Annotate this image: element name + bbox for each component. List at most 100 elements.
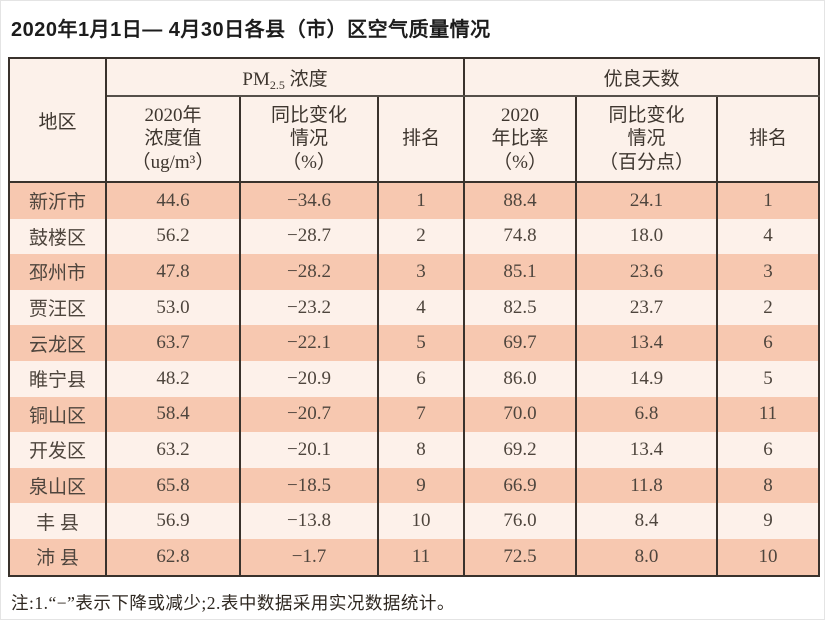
value-cell: 8 <box>377 432 465 468</box>
value-cell: 3 <box>715 254 821 290</box>
value-cell: 7 <box>377 396 465 433</box>
value-cell: −28.2 <box>239 254 379 290</box>
table-row: 云龙区 63.7 −22.1 5 69.7 13.4 6 <box>8 325 821 361</box>
region-cell: 开发区 <box>8 432 107 468</box>
value-cell: 63.7 <box>105 325 241 361</box>
value-cell: 82.5 <box>463 289 577 326</box>
value-cell: 10 <box>377 503 465 539</box>
table-row: 鼓楼区 56.2 −28.7 2 74.8 18.0 4 <box>8 218 821 255</box>
table-row: 丰 县 56.9 −13.8 10 76.0 8.4 9 <box>8 503 821 539</box>
pm25-subscript: 2.5 <box>269 77 285 92</box>
value-cell: 8.4 <box>575 503 718 539</box>
value-cell: −22.1 <box>239 325 379 361</box>
good-days-group-header: 优良天数 <box>462 58 821 97</box>
pm25-group-header: PM2.5 浓度 <box>105 58 465 97</box>
value-cell: −20.1 <box>239 432 379 468</box>
table-body: 新沂市 44.6 −34.6 1 88.4 24.1 1 鼓楼区 56.2 −28.7 2 74.8 1… <box>8 182 821 576</box>
value-cell: 1 <box>377 182 465 219</box>
value-cell: 4 <box>715 218 821 255</box>
value-cell: 9 <box>377 467 465 504</box>
value-cell: 85.1 <box>463 254 577 290</box>
page-title: 2020年1月1日— 4月30日各县（市）区空气质量情况 <box>11 19 491 41</box>
region-cell: 泉山区 <box>8 467 107 504</box>
value-cell: 18.0 <box>575 218 718 255</box>
footnote: 注:1.“−”表示下降或减少;2.表中数据采用实况数据统计。 <box>11 592 455 613</box>
value-cell: 65.8 <box>105 467 241 504</box>
value-cell: 74.8 <box>463 218 577 255</box>
region-cell: 邳州市 <box>8 254 107 290</box>
value-cell: 5 <box>715 360 821 397</box>
table-row: 贾汪区 53.0 −23.2 4 82.5 23.7 2 <box>8 289 821 326</box>
pm25-label-suffix: 浓度 <box>284 68 328 90</box>
value-cell: −13.8 <box>239 503 379 539</box>
value-cell: 63.2 <box>105 432 241 468</box>
subheader-gooddays-rank: 排名 <box>715 96 821 183</box>
value-cell: 8 <box>715 467 821 504</box>
subheader-gooddays-yoy-change: 同比变化 情况 （百分点） <box>575 96 718 183</box>
value-cell: 8.0 <box>575 538 718 576</box>
value-cell: −20.7 <box>239 396 379 433</box>
value-cell: 13.4 <box>575 432 718 468</box>
value-cell: 72.5 <box>463 538 577 576</box>
sub-header-row: 2020年 浓度值 （ug/m³） 同比变化 情况 （%） 排名 2020 年比… <box>9 96 821 183</box>
value-cell: 9 <box>715 503 821 539</box>
table-row: 睢宁县 48.2 −20.9 6 86.0 14.9 5 <box>8 360 821 397</box>
value-cell: 2 <box>377 218 465 255</box>
value-cell: 56.9 <box>105 503 241 539</box>
value-cell: 23.7 <box>575 289 718 326</box>
value-cell: 11 <box>377 538 465 576</box>
region-cell: 新沂市 <box>8 182 107 219</box>
value-cell: 14.9 <box>575 360 718 397</box>
value-cell: 6.8 <box>575 396 718 433</box>
value-cell: 56.2 <box>105 218 241 255</box>
subheader-pm25-yoy-change: 同比变化 情况 （%） <box>239 96 379 183</box>
subheader-pm25-rank: 排名 <box>377 96 465 183</box>
table-row: 开发区 63.2 −20.1 8 69.2 13.4 6 <box>8 432 821 468</box>
value-cell: 47.8 <box>105 254 241 290</box>
table-row: 沛 县 62.8 −1.7 11 72.5 8.0 10 <box>8 538 821 576</box>
value-cell: −23.2 <box>239 289 379 326</box>
value-cell: 44.6 <box>105 182 241 219</box>
air-quality-table: 地区 PM2.5 浓度 优良天数 2020年 浓度值 （ug/m³） 同比变化 … <box>8 57 821 577</box>
subheader-gooddays-rate: 2020 年比率 （%） <box>463 96 577 183</box>
value-cell: 5 <box>377 325 465 361</box>
value-cell: 11 <box>715 396 821 433</box>
region-cell: 铜山区 <box>8 396 107 433</box>
value-cell: 3 <box>377 254 465 290</box>
value-cell: 2 <box>715 289 821 326</box>
table-header: 地区 PM2.5 浓度 优良天数 2020年 浓度值 （ug/m³） 同比变化 … <box>8 58 821 183</box>
value-cell: 4 <box>377 289 465 326</box>
value-cell: 24.1 <box>575 182 718 219</box>
value-cell: 86.0 <box>463 360 577 397</box>
value-cell: 6 <box>715 432 821 468</box>
region-cell: 云龙区 <box>8 325 107 361</box>
subheader-pm25-concentration: 2020年 浓度值 （ug/m³） <box>105 96 241 183</box>
value-cell: −34.6 <box>239 182 379 219</box>
value-cell: −1.7 <box>239 538 379 576</box>
value-cell: 10 <box>715 538 821 576</box>
value-cell: 23.6 <box>575 254 718 290</box>
value-cell: −18.5 <box>239 467 379 504</box>
table-row: 新沂市 44.6 −34.6 1 88.4 24.1 1 <box>8 182 821 219</box>
value-cell: 58.4 <box>105 396 241 433</box>
value-cell: −28.7 <box>239 218 379 255</box>
region-header-cell: 地区 <box>8 58 107 183</box>
value-cell: 70.0 <box>463 396 577 433</box>
value-cell: 62.8 <box>105 538 241 576</box>
value-cell: 6 <box>715 325 821 361</box>
value-cell: 6 <box>377 360 465 397</box>
value-cell: 76.0 <box>463 503 577 539</box>
pm25-label-prefix: PM <box>242 68 270 90</box>
value-cell: 1 <box>715 182 821 219</box>
value-cell: −20.9 <box>239 360 379 397</box>
value-cell: 69.2 <box>463 432 577 468</box>
table-row: 铜山区 58.4 −20.7 7 70.0 6.8 11 <box>8 396 821 433</box>
region-cell: 贾汪区 <box>8 289 107 326</box>
value-cell: 48.2 <box>105 360 241 397</box>
value-cell: 53.0 <box>105 289 241 326</box>
region-cell: 丰 县 <box>8 503 107 539</box>
value-cell: 66.9 <box>463 467 577 504</box>
group-header-row: 地区 PM2.5 浓度 优良天数 <box>8 58 821 183</box>
table-row: 邳州市 47.8 −28.2 3 85.1 23.6 3 <box>8 254 821 290</box>
